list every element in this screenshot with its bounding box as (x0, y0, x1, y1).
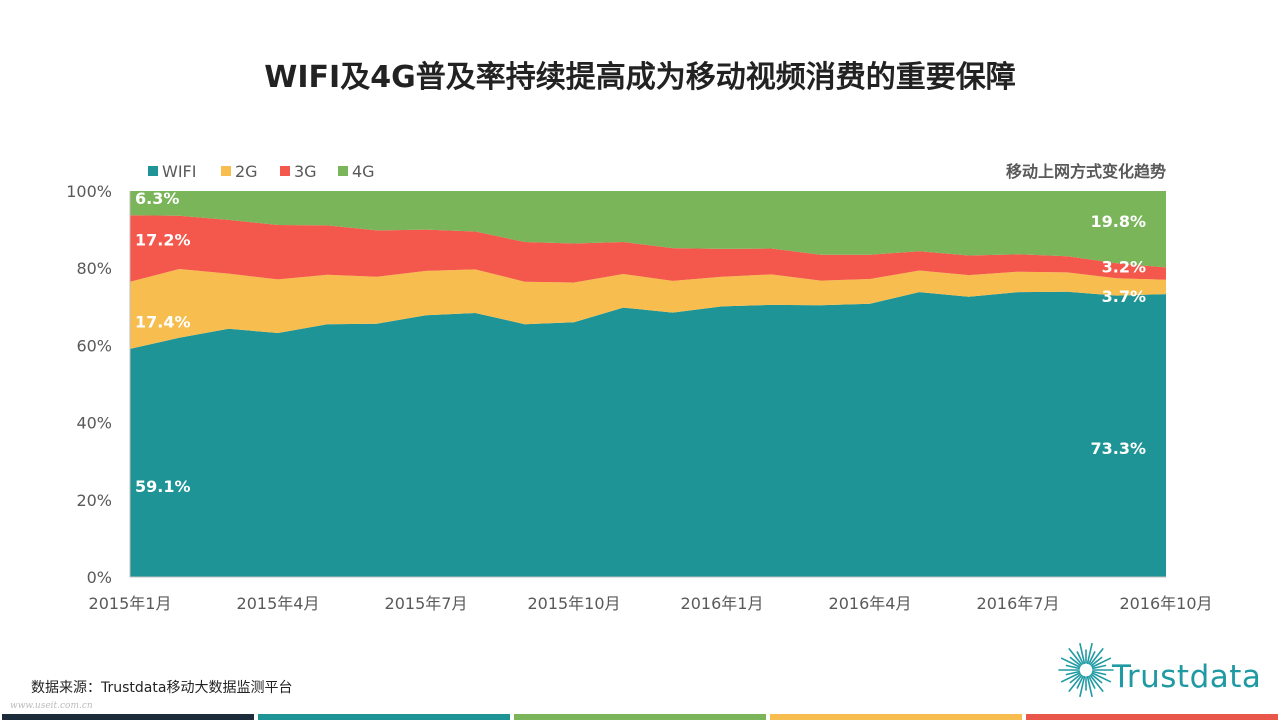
logo-ray (1079, 675, 1086, 698)
x-tick-label: 2016年1月 (681, 594, 764, 613)
watermark-text: www.useit.com.cn (10, 701, 93, 711)
logo-ray (1060, 657, 1081, 668)
logo-ray (1068, 674, 1083, 692)
x-tick-label: 2015年7月 (385, 594, 468, 613)
logo-ray (1065, 670, 1081, 676)
logo-ray (1086, 675, 1093, 698)
area-series-3g (130, 215, 1166, 283)
data-label: 3.7% (1102, 287, 1146, 306)
y-tick-label: 80% (76, 259, 112, 278)
y-tick-label: 100% (66, 182, 112, 201)
data-label: 17.4% (135, 312, 191, 331)
logo-ray (1069, 673, 1082, 684)
bottom-stripe-segment (2, 714, 254, 720)
x-tick-label: 2016年7月 (977, 594, 1060, 613)
data-label: 59.1% (135, 477, 191, 496)
logo-ray (1091, 664, 1107, 670)
logo-ray (1065, 664, 1081, 670)
area-series-4g (130, 191, 1166, 268)
legend-label-wifi: WIFI (162, 162, 196, 181)
logo-ray (1068, 648, 1083, 666)
logo-ray (1091, 657, 1112, 668)
legend-label-4g: 4G (352, 162, 375, 181)
logo-ray (1076, 651, 1084, 665)
x-tick-label: 2015年1月 (89, 594, 172, 613)
area-series-wifi (130, 291, 1166, 577)
area-series-2g (130, 269, 1166, 349)
logo-ray (1088, 651, 1096, 665)
bottom-stripe-segment (514, 714, 766, 720)
data-label: 73.3% (1090, 439, 1146, 458)
trustdata-logo-icon (1058, 642, 1114, 698)
chart-subtitle: 移动上网方式变化趋势 (1006, 162, 1166, 181)
legend-swatch-4g (338, 166, 348, 176)
logo-ray (1090, 673, 1103, 684)
y-tick-label: 40% (76, 414, 112, 433)
data-label: 6.3% (135, 189, 179, 208)
bottom-stripe-segment (1026, 714, 1278, 720)
data-label: 19.8% (1090, 212, 1146, 231)
logo-ray (1076, 675, 1084, 689)
logo-ray (1089, 674, 1104, 692)
logo-ray (1079, 642, 1086, 665)
y-tick-label: 60% (76, 336, 112, 355)
x-tick-label: 2016年4月 (829, 594, 912, 613)
data-label: 3.2% (1102, 258, 1146, 277)
legend-label-3g: 3G (294, 162, 317, 181)
x-tick-label: 2015年10月 (527, 594, 620, 613)
bottom-stripe-segment (770, 714, 1022, 720)
logo-ray (1090, 656, 1103, 667)
data-label: 17.2% (135, 231, 191, 250)
logo-ray (1088, 675, 1096, 689)
logo-ray (1091, 670, 1107, 676)
logo-ray (1086, 642, 1093, 665)
brand-name: Trustdata (1112, 659, 1262, 695)
legend-swatch-3g (280, 166, 290, 176)
legend-swatch-2g (221, 166, 231, 176)
legend-label-2g: 2G (235, 162, 258, 181)
x-tick-label: 2015年4月 (237, 594, 320, 613)
logo-ray (1069, 656, 1082, 667)
logo-ray (1060, 672, 1081, 683)
logo-ray (1091, 672, 1112, 683)
y-tick-label: 0% (87, 568, 112, 587)
y-tick-label: 20% (76, 491, 112, 510)
data-source-note: 数据来源：Trustdata移动大数据监测平台 (31, 680, 293, 696)
x-tick-label: 2016年10月 (1119, 594, 1212, 613)
page-title: WIFI及4G普及率持续提高成为移动视频消费的重要保障 (264, 60, 1016, 95)
logo-ray (1089, 648, 1104, 666)
legend-swatch-wifi (148, 166, 158, 176)
bottom-stripe-segment (258, 714, 510, 720)
